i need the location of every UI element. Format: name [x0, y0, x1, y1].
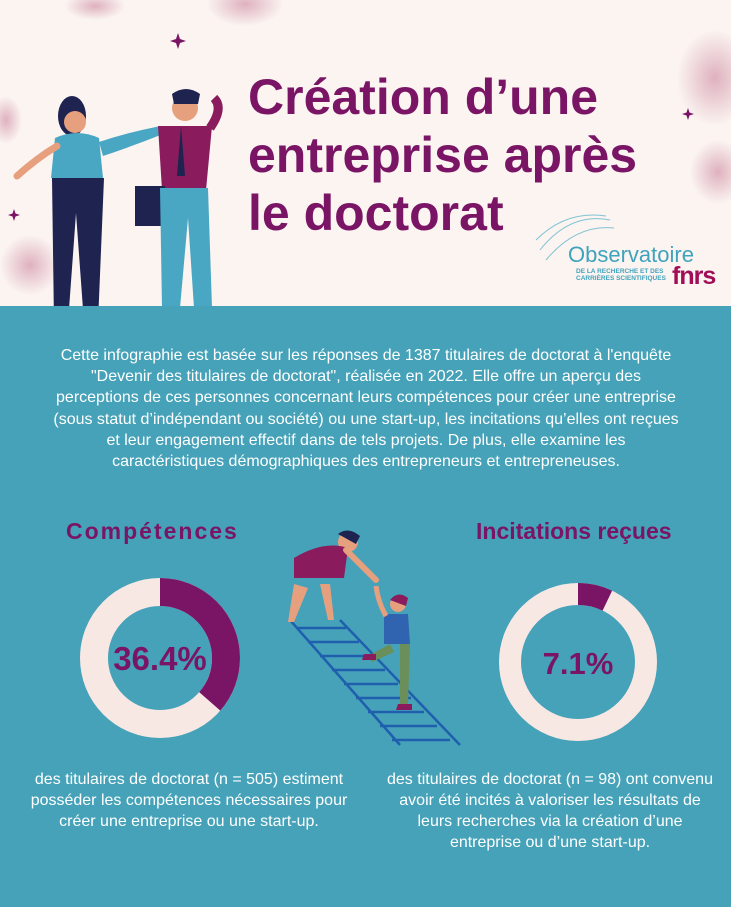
- competences-ring-value: [80, 578, 240, 738]
- incitations-ring-value: [499, 583, 657, 741]
- competences-title: Compétences: [66, 518, 239, 544]
- page-title: Création d’une entreprise après le docto…: [248, 69, 638, 241]
- competences-percent: 36.4%: [113, 640, 207, 677]
- incitations-donut: [499, 583, 657, 741]
- intro-text: Cette infographie est basée sur les répo…: [53, 347, 679, 471]
- people-illustration: [13, 89, 223, 306]
- incitations-caption: des titulaires de doctorat (n = 98) ont …: [387, 771, 713, 851]
- fnrs-logo: fnrs: [672, 262, 716, 290]
- header-section: Création d’une entreprise après le docto…: [0, 0, 731, 306]
- competences-caption: des titulaires de doctorat (n = 505) est…: [30, 771, 348, 830]
- competences-donut: [80, 578, 240, 738]
- incitations-title: Incitations reçues: [476, 518, 672, 544]
- logo-name: Observatoire: [568, 242, 694, 267]
- ladder-illustration: [288, 530, 461, 746]
- incitations-percent: 7.1%: [542, 646, 614, 681]
- logo-subtitle: DE LA RECHERCHE ET DES CARRIÈRES SCIENTI…: [576, 268, 666, 282]
- observatoire-logo-icon: [535, 214, 615, 261]
- decorative-shapes: [0, 0, 731, 295]
